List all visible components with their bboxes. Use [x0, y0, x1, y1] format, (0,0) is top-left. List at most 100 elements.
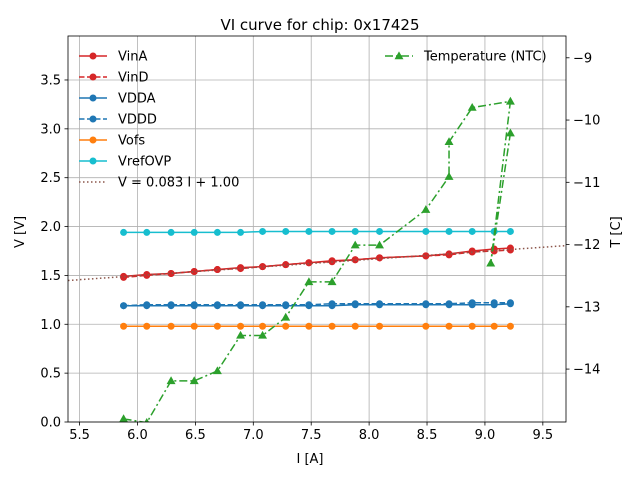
y-tick-label: 0.5 — [40, 367, 61, 382]
data-point-temperature-ntc — [236, 330, 246, 339]
legend-label: VrefOVP — [118, 155, 171, 170]
series-temperature-ntc — [119, 96, 515, 422]
data-point-vddd — [237, 301, 245, 309]
legend-marker — [89, 136, 97, 144]
legend-marker — [89, 94, 97, 102]
y-tick-label: 0.0 — [40, 416, 61, 431]
y-tick-label: 3.5 — [40, 73, 61, 88]
data-point-vddd — [328, 300, 336, 308]
y2-tick-label: −14 — [573, 363, 600, 378]
data-point-vofs — [468, 322, 476, 330]
data-point-vrefovp — [506, 227, 514, 235]
data-point-vind — [213, 266, 221, 274]
y2-tick-label: −12 — [573, 238, 600, 253]
data-point-vddd — [120, 302, 128, 310]
data-point-vrefovp — [143, 228, 151, 236]
data-point-temperature-ntc — [505, 96, 515, 105]
data-point-vddd — [143, 301, 151, 309]
data-point-vddd — [445, 300, 453, 308]
data-point-vrefovp — [422, 227, 430, 235]
data-point-vofs — [351, 322, 359, 330]
data-point-vofs — [167, 322, 175, 330]
data-point-vofs — [190, 322, 198, 330]
data-point-temperature-ntc — [444, 137, 454, 146]
x-tick-label: 6.5 — [185, 428, 206, 443]
data-point-vofs — [376, 322, 384, 330]
data-point-vofs — [259, 322, 267, 330]
data-point-vrefovp — [282, 227, 290, 235]
y-axis-ticks: 0.0 0.5 1.0 1.5 2.0 2.5 3.0 3.5 — [40, 73, 68, 431]
data-point-vind — [190, 268, 198, 276]
legend-label: Temperature (NTC) — [423, 50, 547, 65]
legend-right: Temperature (NTC) — [385, 50, 547, 65]
data-point-temperature-ntc — [281, 312, 291, 321]
data-point-temperature-ntc — [505, 128, 515, 137]
data-point-vrefovp — [237, 228, 245, 236]
data-point-temperature-ntc — [421, 205, 431, 213]
data-point-vrefovp — [445, 227, 453, 235]
legend-left: VinA VinD VDDA VDDD Vofs VrefOVP V = 0.083 I +… — [79, 50, 239, 191]
legend-marker — [89, 115, 97, 123]
data-point-vddd — [213, 301, 221, 309]
series-vofs — [120, 322, 514, 330]
y2-axis-ticks: −14 −13 −12 −11 −10 −9 — [566, 51, 600, 378]
y-tick-label: 3.0 — [40, 122, 61, 137]
legend-marker — [89, 157, 97, 165]
data-point-vrefovp — [167, 228, 175, 236]
data-point-vrefovp — [120, 228, 128, 236]
data-point-vddd — [190, 301, 198, 309]
data-point-vind — [305, 259, 313, 267]
x-tick-label: 8.0 — [359, 428, 380, 443]
data-point-vrefovp — [213, 228, 221, 236]
legend-item-vrefovp: VrefOVP — [79, 155, 171, 170]
data-point-temperature-ntc — [119, 414, 129, 422]
data-point-vrefovp — [328, 227, 336, 235]
data-point-vofs — [143, 322, 151, 330]
data-point-vrefovp — [351, 227, 359, 235]
data-point-vofs — [445, 322, 453, 330]
legend-item-v-0-083-i-1-00: V = 0.083 I + 1.00 — [79, 176, 239, 191]
data-point-vddd — [376, 300, 384, 308]
legend-label: V = 0.083 I + 1.00 — [118, 176, 239, 191]
legend-label: VDDD — [118, 113, 157, 128]
legend-marker — [89, 73, 97, 81]
data-point-temperature-ntc — [189, 376, 199, 385]
data-point-vofs — [282, 322, 290, 330]
data-point-vind — [143, 271, 151, 279]
x-tick-label: 7.0 — [243, 428, 264, 443]
data-point-vofs — [422, 322, 430, 330]
series-vrefovp — [120, 227, 514, 236]
legend-marker — [394, 51, 404, 60]
x-tick-label: 5.5 — [69, 428, 90, 443]
data-point-vrefovp — [376, 227, 384, 235]
plot-frame — [67, 35, 567, 423]
data-point-vofs — [506, 322, 514, 330]
chart-title: VI curve for chip: 0x17425 — [220, 16, 419, 34]
data-point-temperature-ntc — [144, 418, 150, 422]
data-point-temperature-ntc — [467, 102, 477, 111]
grid — [68, 36, 566, 423]
y2-tick-label: −9 — [573, 51, 592, 66]
y2-tick-label: −13 — [573, 300, 600, 315]
data-point-vrefovp — [468, 227, 476, 235]
legend-label: Vofs — [118, 134, 145, 149]
x-tick-label: 7.5 — [301, 428, 322, 443]
legend-marker — [89, 52, 97, 60]
y-tick-label: 1.0 — [40, 318, 61, 333]
x-tick-label: 9.0 — [475, 428, 496, 443]
legend-item-vdda: VDDA — [79, 92, 156, 107]
data-point-vddd — [305, 301, 313, 309]
legend-item-vind: VinD — [79, 71, 148, 86]
legend-label: VinD — [118, 71, 148, 86]
x-tick-label: 8.5 — [417, 428, 438, 443]
data-point-temperature-ntc — [486, 258, 496, 267]
data-point-temperature-ntc — [212, 366, 222, 375]
data-point-vofs — [237, 322, 245, 330]
data-point-vind — [376, 254, 384, 262]
legend-label: VinA — [118, 50, 147, 65]
data-point-vddd — [167, 301, 175, 309]
legend-label: VDDA — [118, 92, 156, 107]
y-tick-label: 1.5 — [40, 269, 61, 284]
data-point-vind — [422, 252, 430, 260]
